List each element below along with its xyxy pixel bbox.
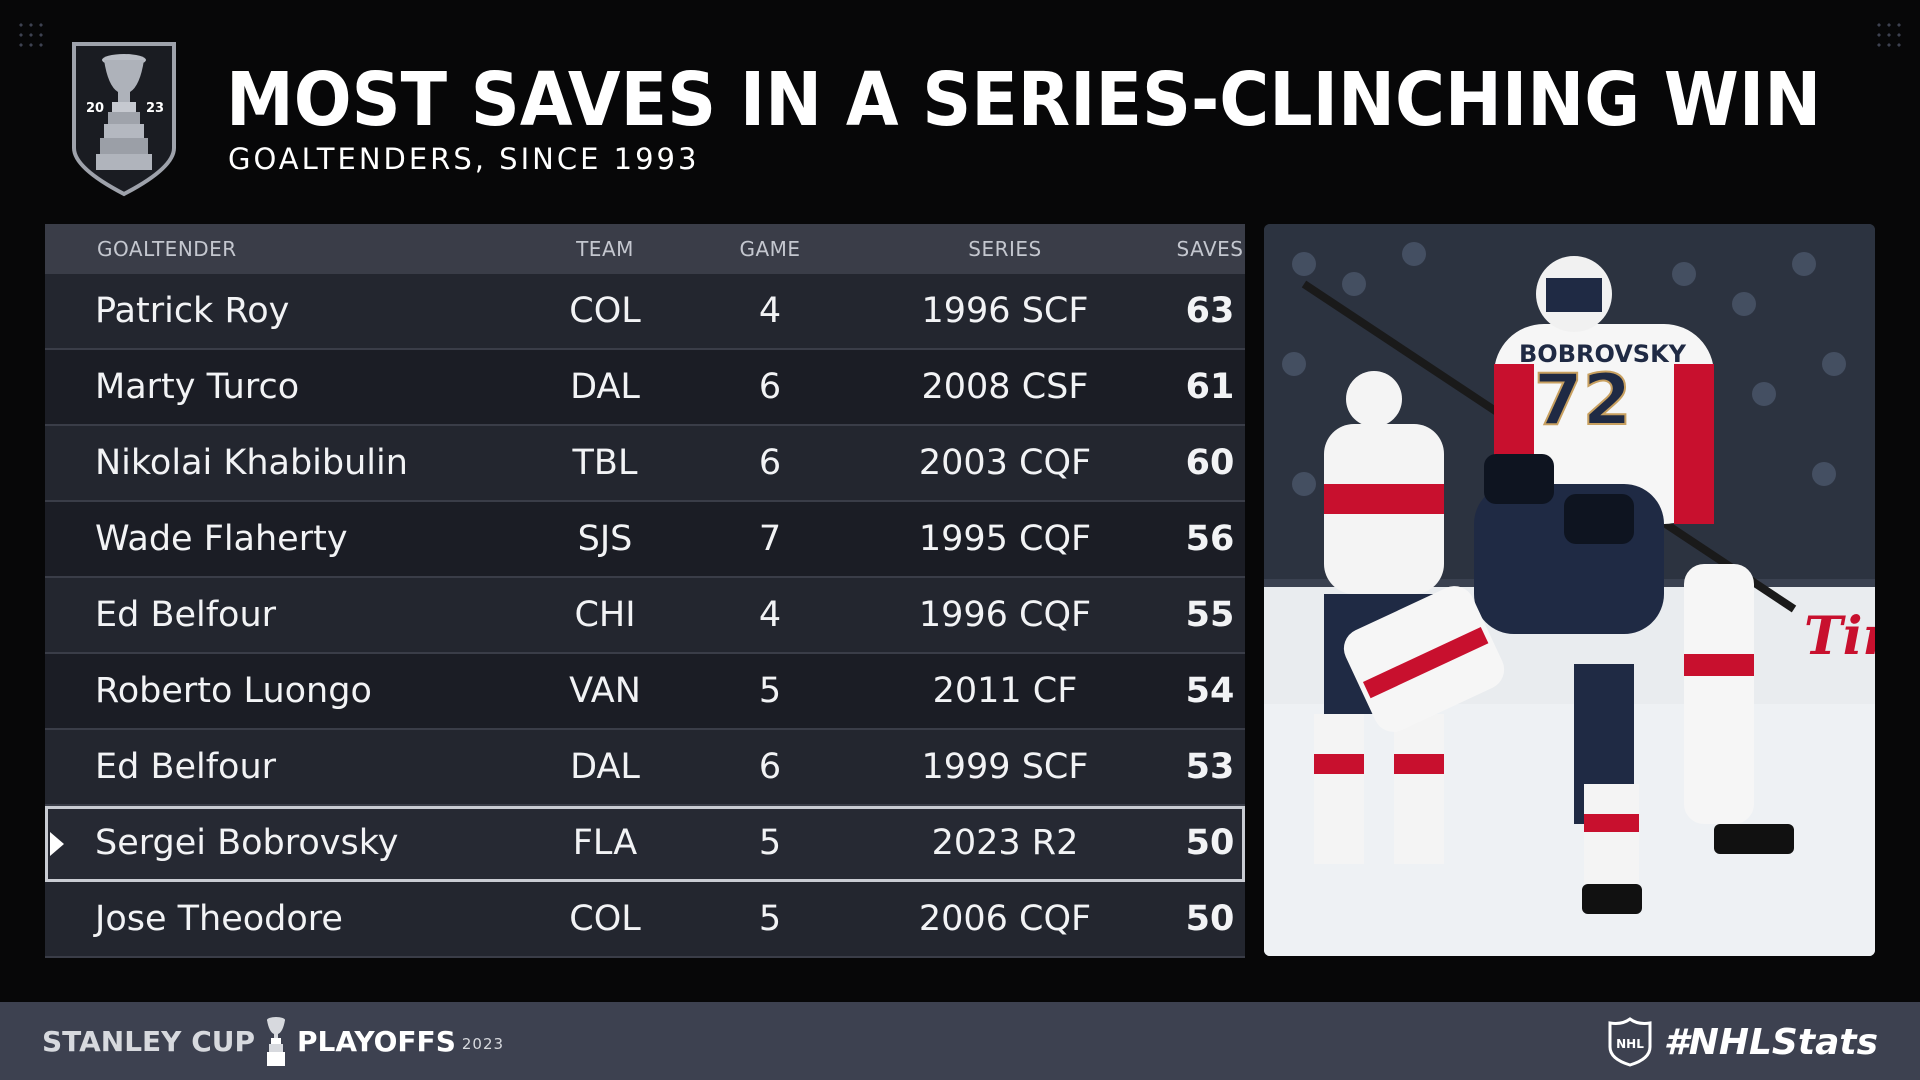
table-row: Marty Turco DAL 6 2008 CSF 61 bbox=[45, 350, 1245, 426]
nhl-shield-icon: NHL bbox=[1608, 1017, 1652, 1067]
page-title: MOST SAVES IN A SERIES-CLINCHING WIN bbox=[226, 57, 1822, 143]
cell-team: DAL bbox=[570, 367, 640, 407]
cell-goaltender: Sergei Bobrovsky bbox=[95, 823, 399, 863]
decorative-dots-right bbox=[1874, 20, 1904, 48]
stanley-cup-2023-logo: 20 23 bbox=[72, 42, 176, 197]
logo-year-left: 20 bbox=[86, 101, 104, 116]
page-subtitle: GOALTENDERS, SINCE 1993 bbox=[228, 142, 700, 176]
cell-saves: 54 bbox=[1185, 671, 1235, 711]
footer-bar: STANLEY CUP PLAYOFFS 2023 NHL #NHLStats bbox=[0, 1002, 1920, 1080]
cell-game: 4 bbox=[758, 595, 782, 635]
cell-team: FLA bbox=[572, 823, 638, 863]
cell-goaltender: Ed Belfour bbox=[95, 747, 277, 787]
table-row: Nikolai Khabibulin TBL 6 2003 CQF 60 bbox=[45, 426, 1245, 502]
cell-team: DAL bbox=[570, 747, 640, 787]
stanley-cup-playoffs-wordmark: STANLEY CUP PLAYOFFS 2023 bbox=[42, 1012, 504, 1070]
cell-series: 2023 R2 bbox=[931, 823, 1079, 863]
cell-goaltender: Jose Theodore bbox=[95, 899, 343, 939]
table-row: Roberto Luongo VAN 5 2011 CF 54 bbox=[45, 654, 1245, 730]
cell-series: 2008 CSF bbox=[921, 367, 1089, 407]
cell-series: 1999 SCF bbox=[921, 747, 1089, 787]
cell-team: CHI bbox=[574, 595, 636, 635]
cell-team: VAN bbox=[569, 671, 641, 711]
cell-goaltender: Nikolai Khabibulin bbox=[95, 443, 408, 483]
cell-goaltender: Patrick Roy bbox=[95, 291, 290, 331]
cell-saves: 61 bbox=[1185, 367, 1235, 407]
logo-year-right: 23 bbox=[146, 101, 164, 116]
cell-saves: 56 bbox=[1185, 519, 1235, 559]
cell-saves: 60 bbox=[1185, 443, 1235, 483]
cell-saves: 50 bbox=[1185, 899, 1235, 939]
cell-team: TBL bbox=[572, 443, 638, 483]
saves-table: GOALTENDER TEAM GAME SERIES SAVES Patric… bbox=[45, 224, 1245, 958]
boards-ad-text: Tim Ho bbox=[1804, 606, 1875, 667]
jersey-number: 72 bbox=[1534, 359, 1631, 441]
table-row: Jose Theodore COL 5 2006 CQF 50 bbox=[45, 882, 1245, 958]
cell-game: 7 bbox=[758, 519, 782, 559]
cell-game: 6 bbox=[758, 367, 782, 407]
cell-saves: 53 bbox=[1185, 747, 1235, 787]
cell-series: 1996 CQF bbox=[918, 595, 1092, 635]
jersey-name: BOBROVSKY bbox=[1519, 340, 1687, 368]
cell-game: 6 bbox=[758, 443, 782, 483]
cell-saves: 50 bbox=[1185, 823, 1235, 863]
table-row: Wade Flaherty SJS 7 1995 CQF 56 bbox=[45, 502, 1245, 578]
nhl-logo-text: NHL bbox=[1616, 1037, 1644, 1051]
cell-series: 2003 CQF bbox=[918, 443, 1092, 483]
cell-series: 2006 CQF bbox=[918, 899, 1092, 939]
footer-brand-left: STANLEY CUP bbox=[42, 1024, 255, 1058]
column-header-team: TEAM bbox=[576, 237, 634, 261]
cell-saves: 63 bbox=[1185, 291, 1235, 331]
table-row: Ed Belfour CHI 4 1996 CQF 55 bbox=[45, 578, 1245, 654]
cell-game: 5 bbox=[758, 671, 782, 711]
table-body: Patrick Roy COL 4 1996 SCF 63 Marty Turco DAL 6… bbox=[45, 274, 1245, 958]
cell-series: 2011 CF bbox=[932, 671, 1078, 711]
hashtag-nhlstats: #NHLStats bbox=[1663, 1021, 1878, 1063]
highlight-arrow-icon bbox=[50, 832, 64, 856]
cell-game: 6 bbox=[758, 747, 782, 787]
cell-goaltender: Roberto Luongo bbox=[95, 671, 372, 711]
column-header-series: SERIES bbox=[968, 237, 1042, 261]
cell-series: 1996 SCF bbox=[921, 291, 1089, 331]
cell-goaltender: Wade Flaherty bbox=[95, 519, 348, 559]
cell-team: COL bbox=[569, 291, 641, 331]
cell-goaltender: Ed Belfour bbox=[95, 595, 277, 635]
goalie-celebration-photo: Tim Ho BOBROVSKY 72 bbox=[1264, 224, 1875, 956]
footer-brand-right: PLAYOFFS bbox=[297, 1024, 456, 1058]
nhl-stats-wordmark: NHL #NHLStats bbox=[1608, 1014, 1878, 1070]
column-header-saves: SAVES bbox=[1176, 237, 1244, 261]
cell-series: 1995 CQF bbox=[918, 519, 1092, 559]
cell-goaltender: Marty Turco bbox=[95, 367, 300, 407]
cell-game: 5 bbox=[758, 823, 782, 863]
table-row: Sergei Bobrovsky FLA 5 2023 R2 50 bbox=[45, 806, 1245, 882]
cell-saves: 55 bbox=[1185, 595, 1235, 635]
column-header-goaltender: GOALTENDER bbox=[97, 237, 237, 261]
footer-brand-year: 2023 bbox=[461, 1035, 505, 1053]
column-header-game: GAME bbox=[739, 237, 801, 261]
cell-team: SJS bbox=[577, 519, 633, 559]
cell-game: 5 bbox=[758, 899, 782, 939]
table-row: Ed Belfour DAL 6 1999 SCF 53 bbox=[45, 730, 1245, 806]
decorative-dots-left bbox=[16, 20, 46, 48]
table-row: Patrick Roy COL 4 1996 SCF 63 bbox=[45, 274, 1245, 350]
cell-team: COL bbox=[569, 899, 641, 939]
mini-cup-icon bbox=[267, 1017, 285, 1066]
cell-game: 4 bbox=[758, 291, 782, 331]
table-header: GOALTENDER TEAM GAME SERIES SAVES bbox=[45, 224, 1245, 274]
